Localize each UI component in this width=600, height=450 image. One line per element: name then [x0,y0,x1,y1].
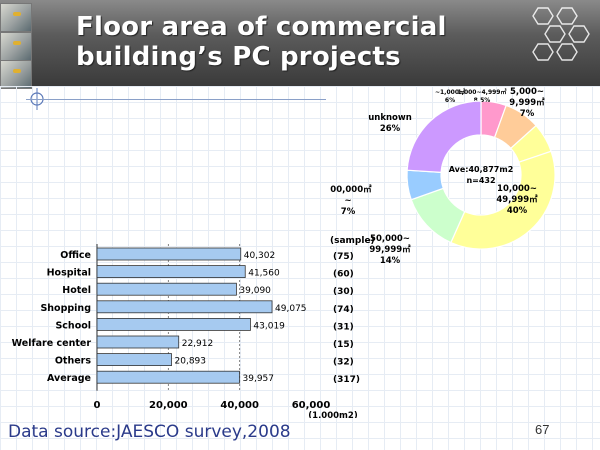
x-tick-label: 20,000 [149,400,188,411]
sample-label: (317) [333,375,360,385]
category-label: School [55,320,91,331]
bird-photo-3 [0,60,32,89]
value-label: 39,090 [239,286,271,296]
category-label: Average [47,373,91,384]
value-label: 43,019 [253,321,285,331]
slice-label: 10,000~ 49,999㎡ 40% [496,184,538,216]
sample-label: (30) [333,287,354,297]
slide-title-line-1: Floor area of commercial [76,12,447,42]
divider-line [26,99,326,100]
x-unit-label: (1,000m2) [308,411,358,418]
bird-photo-2 [0,32,32,61]
donut-slice [406,100,482,174]
bar [96,300,273,314]
page-number: 67 [535,422,550,437]
bar [96,370,240,384]
bird-photo-1 [0,3,32,32]
sample-label: (31) [333,322,354,332]
slice-label: 100,000㎡~7% [330,184,372,217]
value-label: 20,893 [175,357,207,367]
bar [96,353,172,366]
sample-header: (sample) [330,236,375,246]
category-label: Office [60,250,91,261]
data-source: Data source:JAESCO survey,2008 [8,422,291,442]
slice-label: 50,000~ 99,999㎡ 14% [369,234,411,266]
category-label: Welfare center [12,338,92,349]
donut-center-label: Ave:40,877m2 n=432 [449,165,514,185]
category-label: Others [55,356,92,367]
sample-label: (75) [333,252,354,262]
value-label: 39,957 [243,374,275,384]
bar [96,318,251,331]
category-label: Shopping [40,303,91,314]
category-label: Hospital [47,268,91,279]
sample-label: (60) [333,270,354,280]
bar-chart: (sample) Office 40,302 (75) Hospital 41,560 (… [12,236,375,418]
value-label: 49,075 [275,304,307,314]
slice-label: 5,000~ 9,999㎡ 7% [509,87,545,119]
bar [96,247,242,261]
bar [96,265,246,278]
slice-label: unknown 26% [368,113,412,134]
value-label: 41,560 [248,269,280,279]
slice-label: ~1,000㎡ 6% [435,88,465,104]
bar [96,282,237,296]
bar [96,335,180,349]
hexagon-pattern-icon [532,7,590,61]
x-tick-label: 60,000 [292,400,331,411]
title-banner: Floor area of commercial building’s PC p… [0,0,600,89]
x-tick-label: 0 [94,400,101,411]
sample-label: (74) [333,305,354,315]
slice-label: 1,000~4,999㎡ 8.5% [458,88,507,104]
x-tick-label: 40,000 [220,400,259,411]
slide-title-line-2: building’s PC projects [76,42,401,72]
value-label: 40,302 [244,251,276,261]
value-label: 22,912 [182,339,214,349]
donut-chart: ~1,000㎡ 6%1,000~4,999㎡ 8.5%5,000~ 9,999㎡ 7% 1… [330,87,556,266]
slide-title: Floor area of commercial building’s PC p… [76,12,447,72]
donut-slice [450,150,556,250]
category-label: Hotel [62,285,91,296]
sample-label: (15) [333,340,354,350]
sample-label: (32) [333,358,354,368]
